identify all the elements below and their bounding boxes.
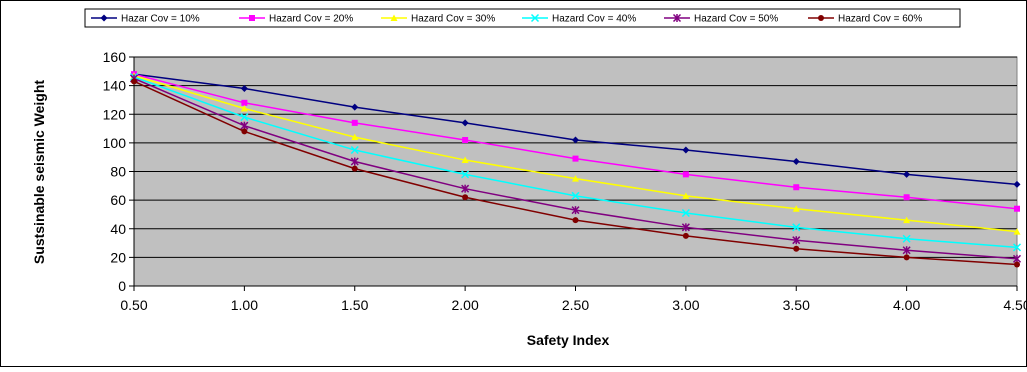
legend-label: Hazard Cov = 40% [552, 14, 636, 25]
y-tick-label: 160 [103, 49, 127, 65]
data-point-x [681, 208, 690, 218]
data-point-square [351, 119, 358, 126]
data-point-star [350, 157, 359, 166]
data-point-square [1014, 205, 1020, 212]
data-point-x [571, 191, 580, 200]
data-point-diamond [903, 170, 911, 178]
y-tick-label: 80 [110, 164, 126, 180]
legend-item: Hazard Cov = 30% [381, 14, 495, 25]
x-tick-label: 2.00 [452, 297, 479, 313]
data-point-x [240, 113, 249, 122]
axes: 0 20 40 60 80 100 120 140 160 0.50 1.00 1.50 2.00 2.5… [103, 49, 1027, 313]
data-point-square [903, 194, 910, 201]
x-tick-label: 3.50 [783, 297, 810, 313]
legend-label: Hazard Cov = 30% [411, 14, 495, 25]
y-tick-label: 60 [110, 192, 126, 208]
y-axis-title: Sustsinable seismic Weight [31, 80, 47, 264]
x-axis-title: Safety Index [527, 332, 610, 348]
x-tick-label: 3.00 [672, 297, 699, 313]
data-point-x [902, 234, 911, 243]
data-point-square [572, 155, 579, 162]
data-point-square [249, 15, 255, 21]
series-2 [131, 71, 1020, 212]
y-tick-label: 0 [118, 278, 126, 294]
data-point-square [462, 137, 469, 144]
data-point-x [461, 170, 470, 179]
y-tick-label: 20 [110, 249, 126, 265]
data-point-star [461, 184, 470, 193]
data-point-circle [903, 254, 910, 261]
data-point-star [1012, 254, 1022, 263]
data-point-diamond [1013, 180, 1021, 188]
legend-item: Hazard Cov = 40% [522, 14, 636, 25]
series-6 [131, 78, 1020, 268]
data-point-star [792, 236, 801, 245]
data-point-triangle [240, 105, 248, 112]
data-point-x [530, 13, 540, 23]
y-tick-label: 120 [103, 106, 127, 122]
x-tick-label: 4.00 [893, 297, 920, 313]
series-3 [130, 72, 1021, 235]
data-point-star [672, 13, 682, 23]
data-point-diamond [240, 84, 248, 92]
x-tick-label: 1.50 [341, 297, 368, 313]
data-point-x [1012, 243, 1022, 252]
gridlines [134, 56, 1017, 258]
legend-item: Hazar Cov = 10% [91, 14, 200, 25]
series-4 [129, 73, 1022, 252]
data-point-x [792, 223, 801, 232]
data-point-diamond [682, 146, 690, 154]
legend-label: Hazar Cov = 10% [121, 14, 200, 25]
data-point-diamond [792, 157, 800, 165]
data-point-triangle [461, 156, 469, 164]
data-point-triangle [1013, 228, 1021, 235]
y-tick-label: 100 [103, 135, 127, 151]
data-point-circle [818, 15, 824, 21]
legend-items: Hazar Cov = 10% Hazard Cov = 20% Hazard Co… [91, 14, 922, 25]
data-point-diamond [100, 14, 108, 22]
data-point-star [902, 246, 911, 255]
data-point-triangle [390, 14, 398, 21]
data-point-circle [241, 128, 248, 135]
data-point-triangle [572, 175, 579, 182]
y-tick-label: 40 [110, 221, 126, 237]
data-point-circle [1014, 261, 1020, 268]
data-point-x [350, 146, 359, 155]
legend-item: Hazard Cov = 50% [664, 14, 778, 25]
data-point-triangle [682, 192, 690, 199]
data-point-square [682, 171, 689, 178]
data-point-circle [572, 217, 579, 224]
legend-label: Hazard Cov = 50% [694, 14, 778, 25]
data-point-circle [462, 194, 469, 201]
data-point-circle [793, 245, 800, 252]
legend-item: Hazard Cov = 20% [239, 14, 353, 25]
data-point-square [793, 184, 800, 191]
data-point-diamond [461, 119, 469, 127]
series-layer [129, 70, 1022, 268]
data-point-circle [131, 78, 137, 85]
data-point-circle [682, 232, 689, 239]
data-point-diamond [572, 136, 579, 144]
x-tick-label: 4.50 [1003, 297, 1027, 313]
legend-label: Hazard Cov = 20% [269, 14, 353, 25]
y-tick-label: 140 [103, 78, 127, 94]
x-tick-label: 2.50 [562, 297, 589, 313]
data-point-triangle [351, 133, 359, 141]
x-tick-label: 1.00 [231, 297, 258, 313]
data-point-triangle [792, 205, 800, 212]
data-point-circle [351, 165, 358, 172]
data-point-star [571, 206, 580, 215]
data-point-diamond [351, 103, 359, 111]
data-point-star [240, 121, 249, 130]
data-point-star [681, 223, 690, 232]
data-point-square [241, 99, 248, 106]
x-tick-label: 0.50 [120, 297, 147, 313]
legend-label: Hazard Cov = 60% [838, 14, 922, 25]
legend-item: Hazard Cov = 60% [808, 14, 922, 25]
data-point-triangle [903, 216, 911, 224]
